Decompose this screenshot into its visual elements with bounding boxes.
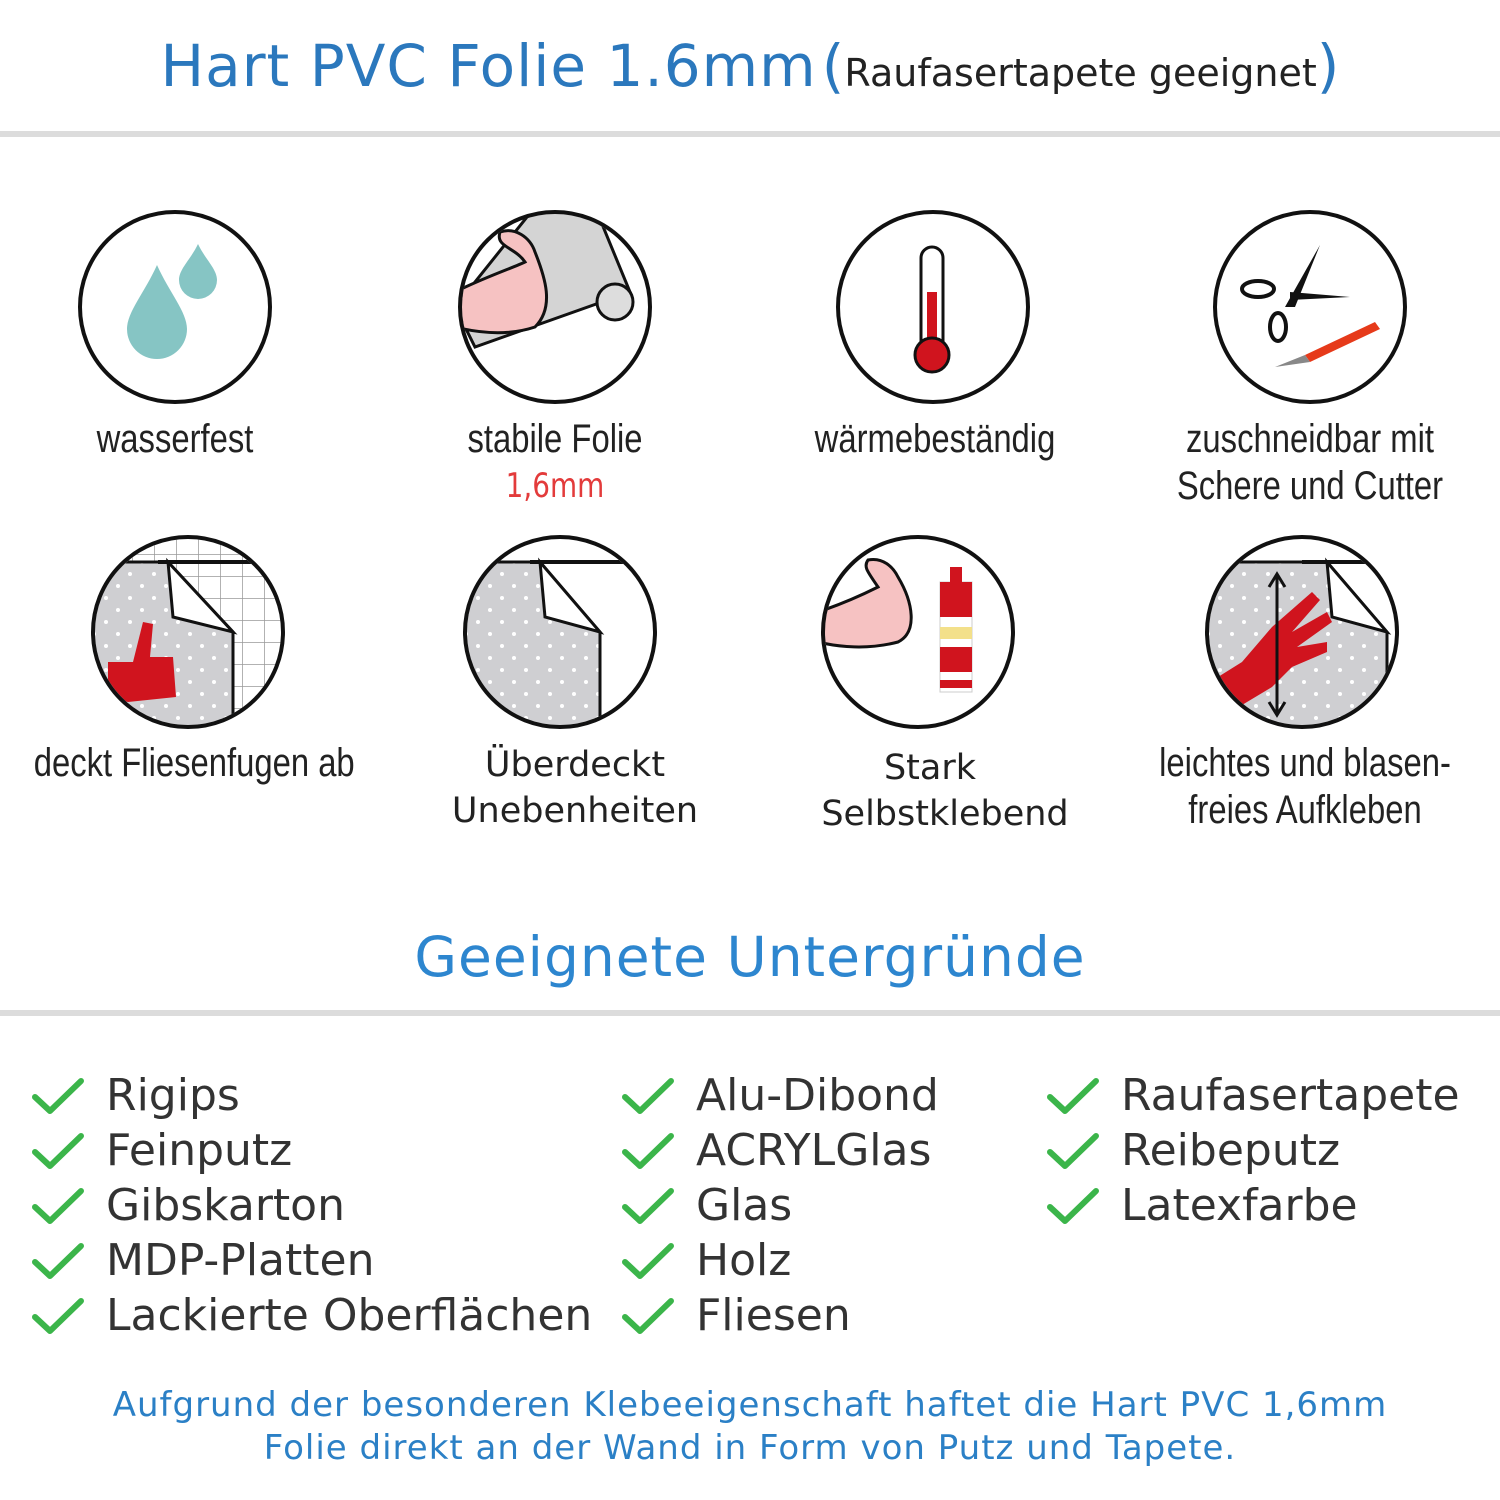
divider [0, 1010, 1500, 1016]
surface-item: Lackierte Oberflächen [32, 1288, 592, 1343]
surface-column-3: Raufasertapete Reibeputz Latexfarbe [1047, 1068, 1460, 1233]
title-main: Hart PVC Folie 1.6mm [160, 32, 817, 100]
surface-label: Raufasertapete [1121, 1070, 1460, 1121]
feature-label-easy-apply: leichtes und blasen-freies Aufkleben [1153, 740, 1456, 834]
surface-label: Reibeputz [1121, 1125, 1341, 1176]
uneven-cover-icon [463, 535, 657, 729]
surface-label: Lackierte Oberflächen [106, 1290, 593, 1341]
label-line: leichtes und blasen- [1159, 741, 1451, 785]
check-icon [1047, 1187, 1099, 1224]
label-line: freies Aufkleben [1188, 788, 1422, 832]
label-line: Überdeckt [484, 745, 666, 785]
surface-item: Fliesen [622, 1288, 939, 1343]
check-icon [1047, 1077, 1099, 1114]
strong-film-icon [458, 210, 652, 404]
water-drops-icon [78, 210, 272, 404]
surface-column-2: Alu-Dibond ACRYLGlas Glas Holz Fliesen [622, 1068, 939, 1343]
label-line: wasserfest [96, 417, 254, 461]
check-icon [32, 1187, 84, 1224]
label-line: Stark [883, 748, 977, 788]
feature-label-cuttable: zuschneidbar mit Schere und Cutter [1162, 416, 1457, 510]
surface-item: Reibeputz [1047, 1123, 1460, 1178]
footer-line: Aufgrund der besonderen Klebeeigenschaft… [112, 1385, 1388, 1425]
surface-label: Gibskarton [106, 1180, 345, 1231]
check-icon [32, 1132, 84, 1169]
surface-label: Latexfarbe [1121, 1180, 1358, 1231]
check-icon [622, 1242, 674, 1279]
surface-label: Feinputz [106, 1125, 293, 1176]
paren: ( [821, 32, 845, 100]
feature-label-adhesive: Stark Selbstklebend [780, 745, 1110, 837]
surface-label: Glas [696, 1180, 793, 1231]
surface-item: Alu-Dibond [622, 1068, 939, 1123]
label-line: stabile Folie [467, 417, 643, 461]
label-line: deckt Fliesenfugen ab [33, 741, 355, 785]
surface-label: MDP-Platten [106, 1235, 375, 1286]
label-line: wärmebeständig [814, 417, 1056, 461]
feature-label-waterproof: wasserfest [52, 416, 298, 463]
title-subtitle: Raufasertapete geeignet [844, 51, 1317, 95]
surface-item: Glas [622, 1178, 939, 1233]
check-icon [622, 1187, 674, 1224]
divider [0, 131, 1500, 137]
surface-item: ACRYLGlas [622, 1123, 939, 1178]
label-line: Selbstklebend [821, 794, 1069, 834]
label-line: zuschneidbar mit [1186, 417, 1434, 461]
check-icon [622, 1297, 674, 1334]
footer-note: Aufgrund der besonderen Klebeeigenschaft… [0, 1384, 1500, 1470]
check-icon [622, 1077, 674, 1114]
surface-item: Latexfarbe [1047, 1178, 1460, 1233]
feature-label-uneven: Überdeckt Unebenheiten [415, 742, 735, 834]
scissors-cutter-icon [1213, 210, 1407, 404]
surface-item: MDP-Platten [32, 1233, 592, 1288]
surface-label: Alu-Dibond [696, 1070, 939, 1121]
surface-label: Fliesen [696, 1290, 851, 1341]
surface-label: Rigips [106, 1070, 240, 1121]
surface-column-1: Rigips Feinputz Gibskarton MDP-Platten Lacki… [32, 1068, 592, 1343]
strong-adhesive-icon [821, 535, 1015, 729]
tile-cover-icon [91, 535, 285, 729]
surface-label: Holz [696, 1235, 792, 1286]
feature-label-stable: stabile Folie 1,6mm [432, 416, 678, 510]
surface-item: Rigips [32, 1068, 592, 1123]
surface-item: Feinputz [32, 1123, 592, 1178]
surface-label: ACRYLGlas [696, 1125, 932, 1176]
surface-item: Holz [622, 1233, 939, 1288]
thermometer-icon [836, 210, 1030, 404]
label-line: Unebenheiten [451, 791, 699, 831]
feature-label-heat: wärmebeständig [783, 416, 1086, 463]
section-title: Geeignete Untergründe [414, 925, 1086, 989]
check-icon [622, 1132, 674, 1169]
footer-line: Folie direkt an der Wand in Form von Put… [263, 1428, 1237, 1468]
check-icon [1047, 1132, 1099, 1169]
hand-apply-icon [1205, 535, 1399, 729]
thickness-highlight: 1,6mm [505, 466, 605, 506]
feature-label-tiles: deckt Fliesenfugen ab [33, 740, 355, 787]
check-icon [32, 1242, 84, 1279]
page-title: Hart PVC Folie 1.6mm (Raufasertapete gee… [0, 32, 1500, 100]
surface-item: Raufasertapete [1047, 1068, 1460, 1123]
label-line: Schere und Cutter [1176, 464, 1444, 508]
surface-item: Gibskarton [32, 1178, 592, 1233]
check-icon [32, 1077, 84, 1114]
paren: ) [1316, 32, 1340, 100]
check-icon [32, 1297, 84, 1334]
